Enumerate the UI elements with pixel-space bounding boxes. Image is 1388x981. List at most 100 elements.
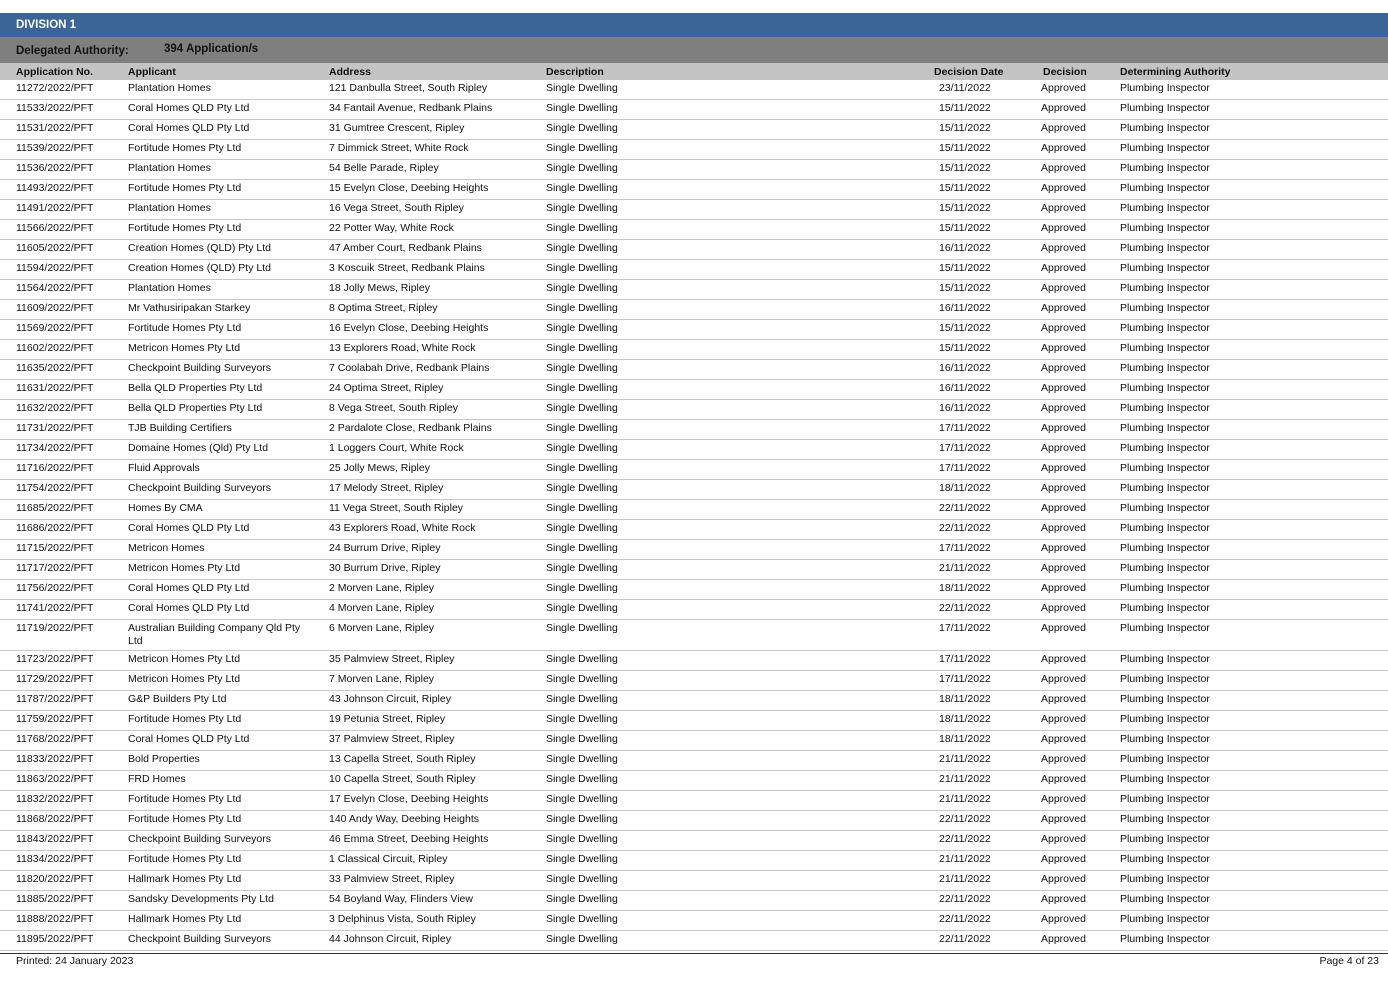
- cell-determining-authority: Plumbing Inspector: [1120, 422, 1210, 434]
- cell-application-no: 11715/2022/PFT: [16, 542, 94, 554]
- cell-decision-date: 15/11/2022: [939, 182, 991, 194]
- cell-application-no: 11717/2022/PFT: [16, 562, 94, 574]
- cell-address: 3 Koscuik Street, Redbank Plains: [329, 262, 485, 274]
- table-row: 11756/2022/PFT Coral Homes QLD Pty Ltd 2 M…: [0, 580, 1388, 600]
- cell-decision: Approved: [1041, 442, 1086, 454]
- cell-decision-date: 18/11/2022: [939, 733, 991, 745]
- authority-label: Delegated Authority:: [16, 45, 129, 57]
- cell-applicant: Coral Homes QLD Pty Ltd: [128, 733, 250, 745]
- table-row: 11834/2022/PFT Fortitude Homes Pty Ltd 1 C…: [0, 851, 1388, 871]
- cell-decision-date: 18/11/2022: [939, 713, 991, 725]
- table-row: 11843/2022/PFT Checkpoint Building Survey…: [0, 831, 1388, 851]
- cell-application-no: 11895/2022/PFT: [16, 933, 94, 945]
- cell-applicant: Fortitude Homes Pty Ltd: [128, 853, 242, 865]
- cell-application-no: 11863/2022/PFT: [16, 773, 94, 785]
- cell-description: Single Dwelling: [546, 653, 618, 665]
- table-row: 11686/2022/PFT Coral Homes QLD Pty Ltd 43 …: [0, 520, 1388, 540]
- cell-description: Single Dwelling: [546, 122, 618, 134]
- cell-applicant: Fortitude Homes Pty Ltd: [128, 793, 242, 805]
- cell-applicant: Mr Vathusiripakan Starkey: [128, 302, 251, 314]
- cell-address: 24 Burrum Drive, Ripley: [329, 542, 441, 554]
- cell-applicant: Coral Homes QLD Pty Ltd: [128, 582, 250, 594]
- cell-description: Single Dwelling: [546, 673, 618, 685]
- cell-determining-authority: Plumbing Inspector: [1120, 622, 1210, 634]
- table-row: 11635/2022/PFT Checkpoint Building Survey…: [0, 360, 1388, 380]
- cell-address: 7 Morven Lane, Ripley: [329, 673, 435, 685]
- cell-address: 17 Melody Street, Ripley: [329, 482, 444, 494]
- cell-decision-date: 18/11/2022: [939, 582, 991, 594]
- cell-description: Single Dwelling: [546, 913, 618, 925]
- table-row: 11741/2022/PFT Coral Homes QLD Pty Ltd 4 M…: [0, 600, 1388, 620]
- cell-applicant: Checkpoint Building Surveyors: [128, 482, 271, 494]
- cell-application-no: 11566/2022/PFT: [16, 222, 94, 234]
- cell-application-no: 11716/2022/PFT: [16, 462, 94, 474]
- cell-determining-authority: Plumbing Inspector: [1120, 362, 1210, 374]
- cell-decision-date: 21/11/2022: [939, 853, 991, 865]
- cell-determining-authority: Plumbing Inspector: [1120, 793, 1210, 805]
- cell-address: 34 Fantail Avenue, Redbank Plains: [329, 102, 493, 114]
- cell-description: Single Dwelling: [546, 482, 618, 494]
- cell-decision: Approved: [1041, 813, 1086, 825]
- cell-description: Single Dwelling: [546, 933, 618, 945]
- cell-decision-date: 16/11/2022: [939, 362, 991, 374]
- cell-application-no: 11868/2022/PFT: [16, 813, 94, 825]
- cell-determining-authority: Plumbing Inspector: [1120, 222, 1210, 234]
- cell-application-no: 11756/2022/PFT: [16, 582, 94, 594]
- cell-description: Single Dwelling: [546, 582, 618, 594]
- cell-determining-authority: Plumbing Inspector: [1120, 442, 1210, 454]
- cell-address: 30 Burrum Drive, Ripley: [329, 562, 441, 574]
- cell-applicant: Metricon Homes Pty Ltd: [128, 342, 241, 354]
- table-row: 11569/2022/PFT Fortitude Homes Pty Ltd 16 …: [0, 320, 1388, 340]
- cell-applicant: Coral Homes QLD Pty Ltd: [128, 602, 250, 614]
- cell-application-no: 11685/2022/PFT: [16, 502, 94, 514]
- cell-address: 1 Classical Circuit, Ripley: [329, 853, 448, 865]
- cell-description: Single Dwelling: [546, 82, 618, 94]
- cell-application-no: 11635/2022/PFT: [16, 362, 94, 374]
- cell-application-no: 11719/2022/PFT: [16, 622, 94, 634]
- cell-decision: Approved: [1041, 102, 1086, 114]
- cell-address: 15 Evelyn Close, Deebing Heights: [329, 182, 489, 194]
- cell-applicant: Coral Homes QLD Pty Ltd: [128, 102, 250, 114]
- cell-decision: Approved: [1041, 693, 1086, 705]
- cell-application-no: 11533/2022/PFT: [16, 102, 94, 114]
- cell-applicant: Domaine Homes (Qld) Pty Ltd: [128, 442, 269, 454]
- cell-decision: Approved: [1041, 733, 1086, 745]
- cell-decision: Approved: [1041, 933, 1086, 945]
- cell-application-no: 11564/2022/PFT: [16, 282, 94, 294]
- cell-address: 10 Capella Street, South Ripley: [329, 773, 476, 785]
- table-row: 11833/2022/PFT Bold Properties 13 Capella …: [0, 751, 1388, 771]
- table-row: 11631/2022/PFT Bella QLD Properties Pty L…: [0, 380, 1388, 400]
- cell-decision-date: 16/11/2022: [939, 382, 991, 394]
- cell-application-no: 11888/2022/PFT: [16, 913, 94, 925]
- cell-description: Single Dwelling: [546, 562, 618, 574]
- cell-application-no: 11843/2022/PFT: [16, 833, 94, 845]
- table-row: 11491/2022/PFT Plantation Homes 16 Vega St…: [0, 200, 1388, 220]
- cell-determining-authority: Plumbing Inspector: [1120, 582, 1210, 594]
- cell-application-no: 11820/2022/PFT: [16, 873, 94, 885]
- cell-determining-authority: Plumbing Inspector: [1120, 162, 1210, 174]
- cell-application-no: 11731/2022/PFT: [16, 422, 94, 434]
- cell-decision: Approved: [1041, 82, 1086, 94]
- cell-decision: Approved: [1041, 522, 1086, 534]
- cell-applicant: Fortitude Homes Pty Ltd: [128, 142, 242, 154]
- cell-decision: Approved: [1041, 162, 1086, 174]
- cell-applicant: Bella QLD Properties Pty Ltd: [128, 382, 263, 394]
- cell-determining-authority: Plumbing Inspector: [1120, 693, 1210, 705]
- division-header: DIVISION 1: [0, 13, 1388, 37]
- table-row: 11533/2022/PFT Coral Homes QLD Pty Ltd 34 …: [0, 100, 1388, 120]
- cell-description: Single Dwelling: [546, 462, 618, 474]
- cell-applicant: Fortitude Homes Pty Ltd: [128, 713, 242, 725]
- cell-determining-authority: Plumbing Inspector: [1120, 502, 1210, 514]
- cell-decision: Approved: [1041, 873, 1086, 885]
- cell-applicant: Sandsky Developments Pty Ltd: [128, 893, 274, 905]
- table-row: 11729/2022/PFT Metricon Homes Pty Ltd 7 Mo…: [0, 671, 1388, 691]
- cell-address: 37 Palmview Street, Ripley: [329, 733, 455, 745]
- cell-description: Single Dwelling: [546, 102, 618, 114]
- table-row: 11493/2022/PFT Fortitude Homes Pty Ltd 15 …: [0, 180, 1388, 200]
- application-count: 394 Application/s: [164, 43, 259, 55]
- table-row: 11531/2022/PFT Coral Homes QLD Pty Ltd 31 …: [0, 120, 1388, 140]
- cell-address: 47 Amber Court, Redbank Plains: [329, 242, 482, 254]
- table-row: 11723/2022/PFT Metricon Homes Pty Ltd 35 P…: [0, 651, 1388, 671]
- cell-application-no: 11686/2022/PFT: [16, 522, 94, 534]
- cell-decision-date: 16/11/2022: [939, 402, 991, 414]
